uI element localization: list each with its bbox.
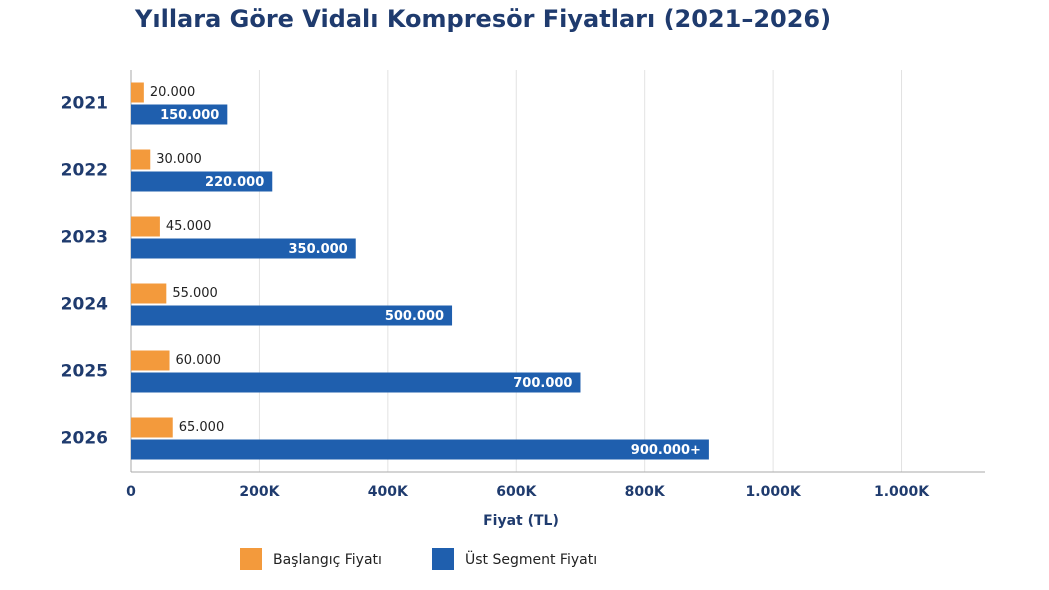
data-label: 55.000 <box>172 286 218 301</box>
y-tick-label: 2025 <box>61 362 108 382</box>
y-tick-label: 2024 <box>61 295 108 315</box>
data-label: 20.000 <box>150 85 196 100</box>
x-axis-label: Fiyat (TL) <box>483 513 559 529</box>
data-label: 350.000 <box>289 242 348 257</box>
bar <box>131 439 709 460</box>
bar <box>131 82 144 103</box>
legend-swatch <box>432 548 454 570</box>
y-tick-label: 2026 <box>61 429 108 449</box>
data-label: 60.000 <box>176 353 222 368</box>
bar <box>131 238 356 259</box>
data-label: 150.000 <box>160 108 219 123</box>
legend-label: Başlangıç Fiyatı <box>273 552 382 568</box>
data-label: 30.000 <box>156 152 202 167</box>
y-tick-label: 2023 <box>61 228 108 248</box>
data-label: 45.000 <box>166 219 212 234</box>
legend-label: Üst Segment Fiyatı <box>465 550 597 568</box>
bar <box>131 417 173 438</box>
bar <box>131 372 581 393</box>
x-tick-label: 0 <box>126 484 136 500</box>
data-label: 700.000 <box>513 376 572 391</box>
x-tick-label: 800K <box>625 484 666 500</box>
data-label: 900.000+ <box>631 443 701 458</box>
bar <box>131 305 453 326</box>
data-label: 65.000 <box>179 420 225 435</box>
bar <box>131 216 160 237</box>
data-label: 220.000 <box>205 175 264 190</box>
x-tick-label: 400K <box>368 484 409 500</box>
y-tick-label: 2021 <box>61 94 108 114</box>
x-tick-label: 1.000K <box>874 484 930 500</box>
y-tick-label: 2022 <box>61 161 108 181</box>
x-tick-label: 600K <box>496 484 537 500</box>
bar <box>131 104 228 125</box>
bar <box>131 350 170 371</box>
bar <box>131 149 151 170</box>
chart-title: Yıllara Göre Vidalı Kompresör Fiyatları … <box>134 5 831 33</box>
x-tick-label: 1.000K <box>746 484 802 500</box>
legend-swatch <box>240 548 262 570</box>
bar <box>131 283 167 304</box>
bar <box>131 171 273 192</box>
x-tick-label: 200K <box>239 484 280 500</box>
data-label: 500.000 <box>385 309 444 324</box>
